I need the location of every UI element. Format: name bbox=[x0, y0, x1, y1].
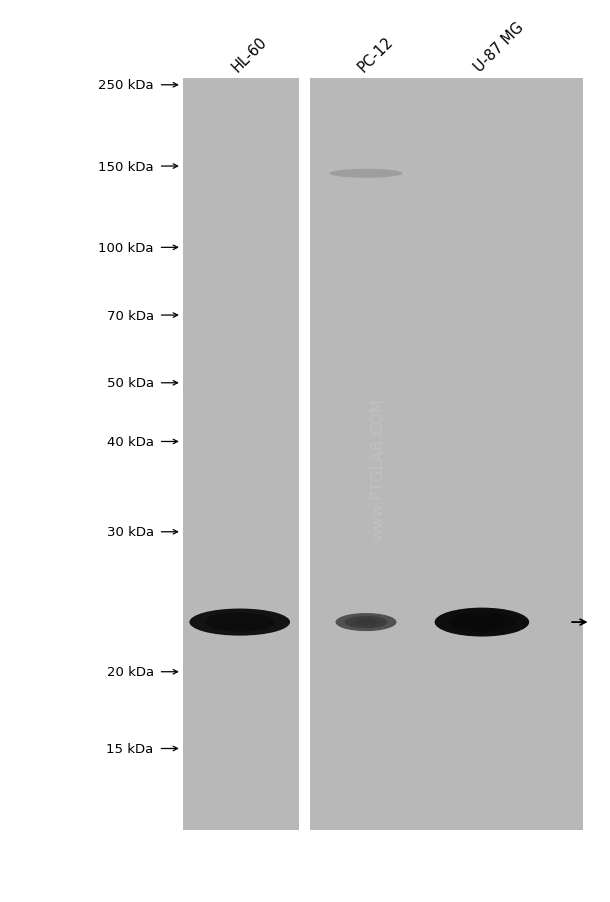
Bar bbox=[310, 79, 583, 830]
Ellipse shape bbox=[220, 617, 260, 628]
Text: 20 kDa: 20 kDa bbox=[107, 666, 154, 678]
Text: 250 kDa: 250 kDa bbox=[98, 79, 154, 92]
Text: 40 kDa: 40 kDa bbox=[107, 436, 154, 448]
Text: 100 kDa: 100 kDa bbox=[98, 242, 154, 254]
Bar bbox=[183, 79, 299, 830]
Ellipse shape bbox=[354, 619, 378, 626]
Ellipse shape bbox=[190, 609, 290, 636]
Text: HL-60: HL-60 bbox=[229, 34, 270, 75]
Text: 150 kDa: 150 kDa bbox=[98, 161, 154, 173]
Ellipse shape bbox=[449, 612, 515, 632]
Ellipse shape bbox=[435, 608, 529, 637]
Text: PC-12: PC-12 bbox=[356, 34, 396, 75]
Text: 30 kDa: 30 kDa bbox=[107, 526, 154, 538]
Ellipse shape bbox=[329, 170, 403, 179]
Text: 50 kDa: 50 kDa bbox=[107, 377, 154, 390]
Text: www.PTGLAB.COM: www.PTGLAB.COM bbox=[371, 398, 386, 540]
Ellipse shape bbox=[463, 617, 501, 628]
Text: 15 kDa: 15 kDa bbox=[107, 742, 154, 755]
Ellipse shape bbox=[204, 613, 275, 631]
Text: 70 kDa: 70 kDa bbox=[107, 309, 154, 322]
Ellipse shape bbox=[345, 616, 387, 629]
Text: U-87 MG: U-87 MG bbox=[472, 20, 526, 75]
Ellipse shape bbox=[336, 613, 396, 631]
